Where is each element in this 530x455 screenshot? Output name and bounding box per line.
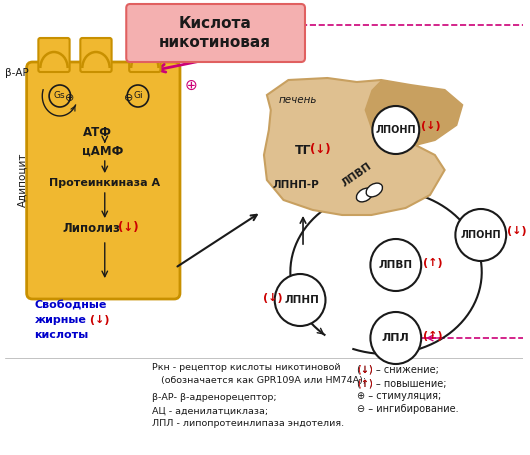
Text: ЛПЛ - липопротеинлипаза эндотелия.: ЛПЛ - липопротеинлипаза эндотелия. <box>152 420 344 429</box>
Polygon shape <box>131 52 158 68</box>
Text: ⊕: ⊕ <box>184 77 197 92</box>
Text: (↓): (↓) <box>310 143 331 157</box>
Text: (↓): (↓) <box>507 226 527 236</box>
Polygon shape <box>365 80 462 145</box>
Text: (↓): (↓) <box>357 365 373 375</box>
Text: ⊖: ⊖ <box>123 93 133 103</box>
Text: ⊕ – стимуляция;: ⊕ – стимуляция; <box>357 391 441 401</box>
Text: (↓): (↓) <box>118 222 138 234</box>
Text: ЛПЛ: ЛПЛ <box>382 333 410 343</box>
Circle shape <box>275 274 325 326</box>
Text: Протеинкиназа А: Протеинкиназа А <box>49 178 161 188</box>
Polygon shape <box>82 52 110 68</box>
Text: цАМФ: цАМФ <box>82 145 123 157</box>
Text: Ркн: Ркн <box>138 55 161 65</box>
Text: (↓): (↓) <box>263 293 282 303</box>
Circle shape <box>127 85 149 107</box>
Text: ⊖ – ингибирование.: ⊖ – ингибирование. <box>357 404 458 414</box>
Text: Адипоцит: Адипоцит <box>17 153 28 207</box>
Text: (↑): (↑) <box>423 258 443 268</box>
Text: (↑): (↑) <box>357 378 373 388</box>
Text: кислоты: кислоты <box>34 330 89 340</box>
Text: Кислота
никотиновая: Кислота никотиновая <box>159 15 271 51</box>
Text: (↓) – снижение;: (↓) – снижение; <box>357 365 439 375</box>
Text: ЛПНП-Р: ЛПНП-Р <box>273 180 320 190</box>
Text: Gs: Gs <box>53 91 65 101</box>
Text: АЦ - аденилатциклаза;: АЦ - аденилатциклаза; <box>152 406 268 415</box>
Circle shape <box>455 209 506 261</box>
Ellipse shape <box>366 183 383 197</box>
Text: ЛПВП: ЛПВП <box>340 161 374 189</box>
Text: жирные: жирные <box>34 315 86 325</box>
Text: β-АР- β-адренорецептор;: β-АР- β-адренорецептор; <box>152 394 276 403</box>
Text: (↑) – повышение;: (↑) – повышение; <box>357 378 446 388</box>
Circle shape <box>370 312 421 364</box>
Circle shape <box>370 239 421 291</box>
Text: (обозначается как GPR109A или НМ74А);: (обозначается как GPR109A или НМ74А); <box>162 376 367 385</box>
Ellipse shape <box>356 188 373 202</box>
Text: ТГ: ТГ <box>295 143 311 157</box>
Circle shape <box>49 85 70 107</box>
FancyBboxPatch shape <box>38 38 69 72</box>
Text: ЛПОНП: ЛПОНП <box>375 125 416 135</box>
Polygon shape <box>40 52 68 68</box>
Text: АТФ: АТФ <box>83 126 111 140</box>
Circle shape <box>373 106 419 154</box>
Text: (↓): (↓) <box>421 121 441 131</box>
Text: β-АР: β-АР <box>5 68 29 78</box>
Text: ЛПВП: ЛПВП <box>379 260 413 270</box>
FancyBboxPatch shape <box>129 38 161 72</box>
Text: Gi: Gi <box>133 91 143 101</box>
Text: Липолиз: Липолиз <box>62 222 120 234</box>
Text: ЛПОНП: ЛПОНП <box>461 230 501 240</box>
FancyBboxPatch shape <box>81 38 112 72</box>
Polygon shape <box>264 78 462 215</box>
Text: (↓): (↓) <box>86 315 110 325</box>
Text: Ркн - рецептор кислоты никотиновой: Ркн - рецептор кислоты никотиновой <box>152 364 340 373</box>
Text: Свободные: Свободные <box>34 300 107 310</box>
Text: ЛПНП: ЛПНП <box>285 295 320 305</box>
FancyBboxPatch shape <box>26 62 180 299</box>
Text: печень: печень <box>279 95 317 105</box>
Text: ⊕: ⊕ <box>65 93 74 103</box>
Text: АЦ: АЦ <box>82 57 96 67</box>
Text: (↑): (↑) <box>423 331 443 341</box>
FancyBboxPatch shape <box>126 4 305 62</box>
